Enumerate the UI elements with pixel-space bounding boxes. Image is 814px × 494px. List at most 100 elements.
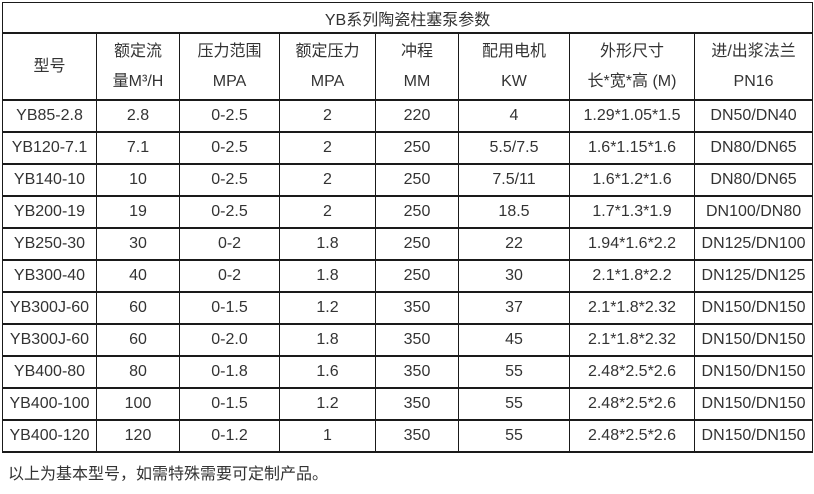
table-cell: 18.5 [458, 195, 570, 229]
column-header-line1: 进/出浆法兰 [711, 42, 796, 60]
table-cell: DN150/DN150 [693, 355, 814, 389]
table-cell: YB400-120 [2, 419, 97, 453]
table-row: YB400-100 100 0-1.5 1.2 350 55 2.48*2.5*2.6 DN1… [2, 387, 814, 421]
table-cell: 250 [375, 195, 459, 229]
column-header: 压力范围 MPA [179, 32, 280, 101]
table-cell: YB250-30 [2, 227, 97, 261]
table-cell: 37 [458, 291, 570, 325]
table-cell: DN150/DN150 [693, 387, 814, 421]
table-cell: DN150/DN150 [693, 419, 814, 453]
table-cell: 100 [96, 387, 180, 421]
column-header-line1: 额定流 [113, 42, 162, 60]
table-header-row: 型号 额定流 量M³/H 压力范围 MPA 额定压力 MPA 冲程 MM 配用电机 KW 外形尺寸 长*… [2, 32, 814, 101]
table-row: YB140-10 10 0-2.5 2 250 7.5/11 1.6*1.2*1.6 DN80… [2, 163, 814, 197]
table-cell: 250 [375, 131, 459, 165]
table-cell: 1.6*1.15*1.6 [569, 131, 695, 165]
table-cell: 0-1.2 [179, 419, 280, 453]
table-cell: YB300J-60 [2, 323, 97, 357]
table-cell: 1 [279, 419, 376, 453]
column-header-line2: PN16 [733, 72, 774, 90]
table-cell: 60 [96, 291, 180, 325]
table-cell: 30 [458, 259, 570, 293]
table-cell: 2.48*2.5*2.6 [569, 355, 695, 389]
column-header-line2: MPA [310, 72, 345, 90]
table-cell: 250 [375, 259, 459, 293]
table-cell: YB140-10 [2, 163, 97, 197]
table-cell: 0-2 [179, 259, 280, 293]
table-cell: YB200-19 [2, 195, 97, 229]
table-cell: 0-1.5 [179, 387, 280, 421]
table-cell: 2.1*1.8*2.2 [569, 259, 695, 293]
table-cell: 1.6 [279, 355, 376, 389]
table-cell: 250 [375, 163, 459, 197]
column-header-line1: 压力范围 [197, 42, 262, 60]
pump-spec-table: YB系列陶瓷柱塞泵参数 型号 额定流量M³/H 压力范围 MPA 额定压力 MPA 冲程 MM… [1, 2, 814, 453]
table-cell: 0-2.5 [179, 195, 280, 229]
column-header: 进/出浆法兰 PN16 [693, 32, 814, 101]
table-cell: 2 [279, 131, 376, 165]
table-cell: 0-2.5 [179, 131, 280, 165]
table-cell: DN80/DN65 [693, 163, 814, 197]
table-cell: DN50/DN40 [693, 99, 814, 133]
column-header-line1: 额定压力 [295, 42, 360, 60]
table-cell: 1.8 [279, 227, 376, 261]
table-cell: 0-1.8 [179, 355, 280, 389]
table-cell: YB120-7.1 [2, 131, 97, 165]
table-cell: 45 [458, 323, 570, 357]
table-cell: 7.1 [96, 131, 180, 165]
table-cell: 10 [96, 163, 180, 197]
table-cell: 1.7*1.3*1.9 [569, 195, 695, 229]
table-row: YB300J-60 60 0-1.5 1.2 350 37 2.1*1.8*2.32 DN15… [2, 291, 814, 325]
column-header-line2: MM [403, 72, 431, 90]
table-cell: 350 [375, 355, 459, 389]
table-cell: YB300J-60 [2, 291, 97, 325]
table-cell: YB400-100 [2, 387, 97, 421]
table-row: YB400-120 120 0-1.2 1 350 55 2.48*2.5*2.6 DN150… [2, 419, 814, 453]
table-cell: 80 [96, 355, 180, 389]
table-cell: 350 [375, 323, 459, 357]
table-cell: 1.94*1.6*2.2 [569, 227, 695, 261]
table-cell: 60 [96, 323, 180, 357]
column-header-line2: MPA [212, 72, 247, 90]
column-header: 型号 [2, 32, 97, 101]
table-cell: YB400-80 [2, 355, 97, 389]
table-cell: DN150/DN150 [693, 323, 814, 357]
table-cell: 4 [458, 99, 570, 133]
table-cell: DN125/DN125 [693, 259, 814, 293]
column-header: 额定压力 MPA [279, 32, 376, 101]
column-header: 冲程 MM [375, 32, 459, 101]
table-row: YB300J-60 60 0-2.0 1.8 350 45 2.1*1.8*2.32 DN15… [2, 323, 814, 357]
table-cell: DN80/DN65 [693, 131, 814, 165]
table-cell: 2 [279, 195, 376, 229]
column-header-line1: 配用电机 [481, 42, 546, 60]
table-cell: 2.1*1.8*2.32 [569, 291, 695, 325]
table-cell: 1.2 [279, 387, 376, 421]
table-cell: 250 [375, 227, 459, 261]
table-cell: 350 [375, 419, 459, 453]
table-cell: 55 [458, 387, 570, 421]
table-cell: 2 [279, 163, 376, 197]
table-cell: 0-2.5 [179, 163, 280, 197]
table-cell: 1.29*1.05*1.5 [569, 99, 695, 133]
table-cell: 350 [375, 291, 459, 325]
table-cell: 1.8 [279, 259, 376, 293]
table-cell: 40 [96, 259, 180, 293]
table-cell: 55 [458, 355, 570, 389]
table-cell: DN150/DN150 [693, 291, 814, 325]
column-header-line1: 型号 [33, 57, 66, 75]
table-cell: 120 [96, 419, 180, 453]
table-cell: 2.8 [96, 99, 180, 133]
table-cell: 220 [375, 99, 459, 133]
table-body: YB85-2.8 2.8 0-2.5 2 220 4 1.29*1.05*1.5 DN50/D… [2, 99, 814, 453]
column-header-line2: 量M³/H [112, 72, 164, 90]
table-cell: 22 [458, 227, 570, 261]
table-title-row: YB系列陶瓷柱塞泵参数 [1, 2, 814, 34]
table-cell: 1.8 [279, 323, 376, 357]
table-cell: 2.48*2.5*2.6 [569, 387, 695, 421]
table-row: YB400-80 80 0-1.8 1.6 350 55 2.48*2.5*2.6 DN150… [2, 355, 814, 389]
table-row: YB200-19 19 0-2.5 2 250 18.5 1.7*1.3*1.9 DN100/… [2, 195, 814, 229]
table-cell: 55 [458, 419, 570, 453]
table-cell: 1.6*1.2*1.6 [569, 163, 695, 197]
table-cell: 7.5/11 [458, 163, 570, 197]
